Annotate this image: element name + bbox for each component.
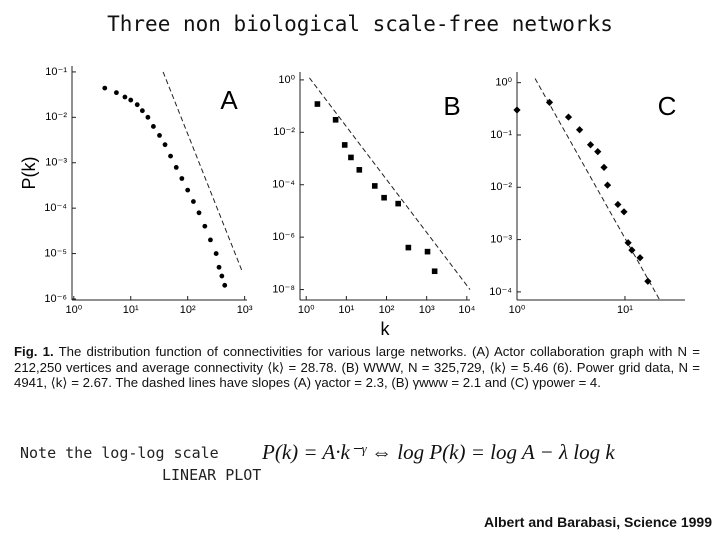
y-tick-label: 10⁻⁵	[44, 247, 67, 259]
caption-text: The distribution function of connectivit…	[14, 344, 700, 390]
x-tick-label: 10⁰	[298, 304, 315, 316]
x-tick-label: 10⁰	[509, 304, 526, 316]
y-tick-label: 10⁻²	[45, 111, 67, 123]
point	[371, 183, 378, 189]
point	[513, 106, 521, 114]
point	[122, 94, 128, 100]
y-tick-label: 10⁻⁶	[272, 231, 295, 243]
y-tick-label: 10⁰	[278, 74, 295, 86]
point	[222, 282, 228, 288]
point	[603, 181, 612, 189]
point	[219, 273, 225, 279]
y-tick-label: 10⁰	[495, 77, 512, 89]
slide-title: Three non biological scale-free networks	[107, 12, 613, 36]
point	[173, 164, 179, 170]
point	[628, 246, 636, 254]
x-tick-label: 10⁰	[65, 304, 82, 316]
point	[179, 176, 185, 181]
citation: Albert and Barabasi, Science 1999	[484, 514, 712, 530]
y-tick-label: 10⁻²	[273, 126, 295, 138]
point	[341, 142, 348, 148]
dashed-fit-line	[162, 71, 243, 272]
point	[348, 154, 354, 161]
point	[314, 101, 321, 107]
point	[636, 254, 644, 262]
x-axis-label: k	[381, 319, 391, 339]
dashed-fit-line	[534, 78, 661, 301]
y-tick-label: 10⁻⁴	[44, 202, 67, 214]
y-axis-label: P(k)	[19, 157, 39, 190]
point	[134, 102, 140, 108]
point	[216, 264, 222, 270]
panel-label: B	[443, 91, 460, 121]
point	[128, 97, 134, 103]
panel-label: C	[658, 91, 677, 121]
y-tick-label: 10⁻³	[490, 233, 512, 245]
point	[151, 124, 156, 129]
y-tick-label: 10⁻²	[490, 181, 512, 193]
y-tick-label: 10⁻⁶	[44, 293, 67, 305]
point	[157, 133, 162, 138]
point	[614, 200, 622, 209]
point	[620, 208, 628, 216]
point	[575, 126, 584, 134]
x-tick-label: 10³	[419, 304, 435, 316]
point	[208, 237, 213, 243]
point	[145, 114, 151, 120]
x-tick-label: 10³	[237, 304, 253, 316]
note: Note the log-log scale	[20, 444, 219, 462]
panel-label: A	[220, 85, 238, 115]
point	[139, 108, 145, 114]
point	[213, 251, 219, 256]
note: LINEAR PLOT	[162, 466, 262, 484]
point	[168, 153, 173, 159]
point	[564, 113, 573, 121]
point	[405, 244, 412, 251]
x-tick-label: 10²	[379, 304, 395, 316]
point	[431, 268, 438, 275]
x-tick-label: 10¹	[338, 304, 354, 316]
point	[185, 187, 191, 193]
y-tick-label: 10⁻³	[45, 157, 67, 169]
formula: P(k) = A·k⁻ᵞ ⇔ log P(k) = log A − λ log …	[262, 440, 615, 464]
point	[600, 163, 608, 172]
point	[624, 239, 632, 247]
point	[191, 199, 196, 204]
y-tick-label: 10⁻⁴	[272, 179, 295, 191]
point	[162, 142, 168, 148]
point	[424, 248, 431, 255]
y-tick-label: 10⁻¹	[45, 66, 67, 78]
point	[545, 98, 554, 106]
x-tick-label: 10⁴	[458, 304, 475, 316]
y-tick-label: 10⁻⁸	[272, 283, 295, 295]
point	[114, 90, 119, 96]
y-tick-label: 10⁻⁴	[489, 286, 512, 298]
point	[196, 210, 202, 216]
point	[202, 223, 208, 229]
x-tick-label: 10¹	[123, 304, 139, 316]
point	[395, 200, 401, 207]
point	[644, 277, 652, 285]
caption-label: Fig. 1.	[14, 344, 54, 359]
point	[102, 85, 108, 91]
y-tick-label: 10⁻¹	[490, 129, 512, 141]
point	[332, 117, 339, 123]
point	[594, 148, 602, 156]
point	[381, 194, 387, 201]
x-tick-label: 10¹	[617, 304, 633, 316]
point	[356, 167, 363, 173]
figure-caption: Fig. 1. The distribution function of con…	[14, 344, 700, 391]
x-tick-label: 10²	[180, 304, 196, 316]
point	[586, 141, 595, 149]
dashed-fit-line	[309, 77, 471, 290]
